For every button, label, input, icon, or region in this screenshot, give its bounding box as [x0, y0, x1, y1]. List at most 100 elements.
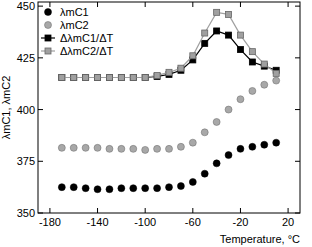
- data-point: [201, 170, 208, 177]
- y-axis-label: λmC1, λmC2: [0, 76, 12, 140]
- x-tick: [145, 2, 146, 7]
- data-point: [178, 65, 184, 71]
- y-tick-label: 450: [17, 0, 35, 12]
- data-point: [83, 75, 89, 81]
- legend-label: λmC2: [60, 19, 89, 31]
- data-point: [106, 145, 113, 152]
- data-point: [118, 185, 125, 192]
- y-tick: [295, 6, 300, 7]
- y-tick: [295, 161, 300, 162]
- data-point: [261, 81, 268, 88]
- data-point: [130, 185, 137, 192]
- data-point: [130, 75, 136, 81]
- data-point: [130, 145, 137, 152]
- data-point: [154, 185, 161, 192]
- data-point: [226, 32, 232, 38]
- data-point: [82, 144, 89, 151]
- data-point: [202, 30, 208, 36]
- x-tick-label: -140: [87, 216, 109, 228]
- data-point: [71, 75, 77, 81]
- y-tick-label: 375: [17, 155, 35, 167]
- data-point: [214, 9, 220, 15]
- data-point: [95, 75, 101, 81]
- data-point: [273, 139, 280, 146]
- plot-area: [58, 9, 279, 192]
- data-point: [95, 75, 101, 81]
- y-tick: [295, 57, 300, 58]
- y-tick: [38, 6, 43, 7]
- series: [58, 139, 279, 193]
- y-tick-label: 425: [17, 52, 35, 64]
- data-point: [213, 118, 220, 125]
- x-tick: [240, 208, 241, 213]
- legend-marker: [45, 48, 51, 54]
- data-point: [83, 75, 89, 81]
- x-tick-label: -100: [134, 216, 156, 228]
- data-point: [189, 178, 196, 185]
- x-tick-label: -180: [39, 216, 61, 228]
- data-point: [118, 75, 124, 81]
- data-point: [166, 184, 173, 191]
- x-tick: [288, 2, 289, 7]
- x-tick: [145, 208, 146, 213]
- x-tick: [192, 208, 193, 213]
- data-point: [237, 96, 244, 103]
- y-tick: [295, 109, 300, 110]
- data-point: [118, 75, 124, 81]
- data-point: [213, 160, 220, 167]
- data-point: [202, 40, 208, 46]
- data-point: [106, 186, 113, 193]
- data-point: [177, 143, 184, 150]
- series: [58, 77, 279, 153]
- data-point: [273, 77, 280, 84]
- y-tick: [38, 57, 43, 58]
- data-point: [58, 184, 65, 191]
- data-point: [142, 185, 149, 192]
- data-point: [154, 72, 160, 78]
- data-point: [237, 145, 244, 152]
- data-point: [237, 47, 243, 53]
- data-point: [70, 144, 77, 151]
- data-point: [70, 184, 77, 191]
- y-tick: [38, 109, 43, 110]
- legend-marker: [45, 35, 51, 41]
- x-tick: [240, 2, 241, 7]
- data-point: [130, 75, 136, 81]
- y-tick: [38, 213, 43, 214]
- legend-marker: [45, 22, 52, 29]
- data-point: [142, 146, 149, 153]
- chart: -180-140-100-60-2020350375400425450Tempe…: [0, 0, 312, 247]
- x-tick-label: -20: [233, 216, 249, 228]
- data-point: [249, 49, 255, 55]
- data-point: [190, 53, 196, 59]
- series: [59, 9, 279, 80]
- data-point: [106, 75, 112, 81]
- y-tick-label: 350: [17, 207, 35, 219]
- data-point: [166, 69, 172, 75]
- data-point: [59, 75, 65, 81]
- data-point: [59, 75, 65, 81]
- x-tick-label: 20: [282, 216, 294, 228]
- data-point: [82, 185, 89, 192]
- data-point: [261, 141, 268, 148]
- data-point: [249, 59, 255, 65]
- legend-marker: [45, 9, 52, 16]
- data-point: [237, 32, 243, 38]
- data-point: [166, 145, 173, 152]
- data-point: [58, 144, 65, 151]
- y-tick: [38, 161, 43, 162]
- data-point: [154, 145, 161, 152]
- x-tick: [97, 208, 98, 213]
- x-tick: [192, 2, 193, 7]
- data-point: [94, 144, 101, 151]
- data-point: [71, 75, 77, 81]
- data-point: [189, 139, 196, 146]
- data-point: [201, 129, 208, 136]
- legend-label: ΔλmC1/ΔT: [60, 32, 113, 44]
- data-point: [142, 75, 148, 81]
- x-axis-label: Temperature, °C: [220, 233, 300, 245]
- x-tick-label: -60: [185, 216, 201, 228]
- x-tick: [49, 208, 50, 213]
- x-tick: [288, 208, 289, 213]
- data-point: [226, 11, 232, 17]
